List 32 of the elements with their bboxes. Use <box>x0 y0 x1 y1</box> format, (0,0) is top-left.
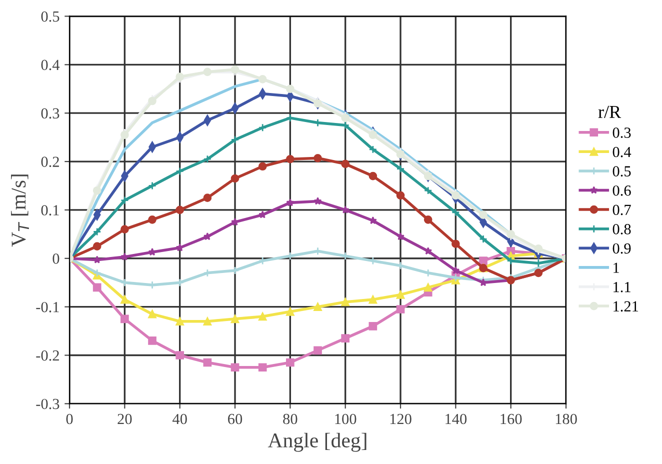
y-tick-label: 0 <box>52 254 60 264</box>
x-tick-label: 0 <box>66 414 73 424</box>
x-tick-label: 60 <box>228 414 242 424</box>
y-axis-title: V$_{T}$ [m/s] <box>11 174 29 247</box>
y-tick-label: 0.4 <box>41 60 60 70</box>
legend-label: 0.3 <box>612 128 631 138</box>
legend-label: 0.8 <box>612 224 631 234</box>
x-tick-label: 80 <box>283 414 298 424</box>
legend-label: 0.5 <box>612 166 631 177</box>
legend-label: 1 <box>614 262 619 273</box>
legend-label: 0.6 <box>612 185 631 196</box>
x-tick-label: 140 <box>446 414 467 424</box>
legend-title: r/R <box>598 106 622 118</box>
x-tick-label: 20 <box>118 414 132 424</box>
x-tick-label: 40 <box>172 414 187 424</box>
x-axis-title: Angle [deg] <box>268 432 366 452</box>
x-tick-label: 160 <box>500 414 522 424</box>
y-tick-label: 0.1 <box>41 205 59 216</box>
legend-label: 0.4 <box>612 146 632 158</box>
legend-label: 0.7 <box>612 204 631 216</box>
y-tick-label: -0.1 <box>36 302 59 312</box>
x-tick-label: 120 <box>390 414 412 424</box>
x-tick-label: 100 <box>335 414 356 424</box>
legend-label: 1.1 <box>614 282 630 292</box>
legend-label: 0.9 <box>612 243 631 254</box>
x-tick-label: 180 <box>556 414 577 424</box>
y-tick-label: 0.5 <box>41 11 60 22</box>
y-tick-label: -0.3 <box>36 398 60 410</box>
y-tick-label: 0.3 <box>41 108 60 119</box>
legend-label: 1.21 <box>614 301 638 312</box>
y-tick-label: -0.2 <box>36 350 59 361</box>
y-tick-label: 0.2 <box>41 156 59 168</box>
